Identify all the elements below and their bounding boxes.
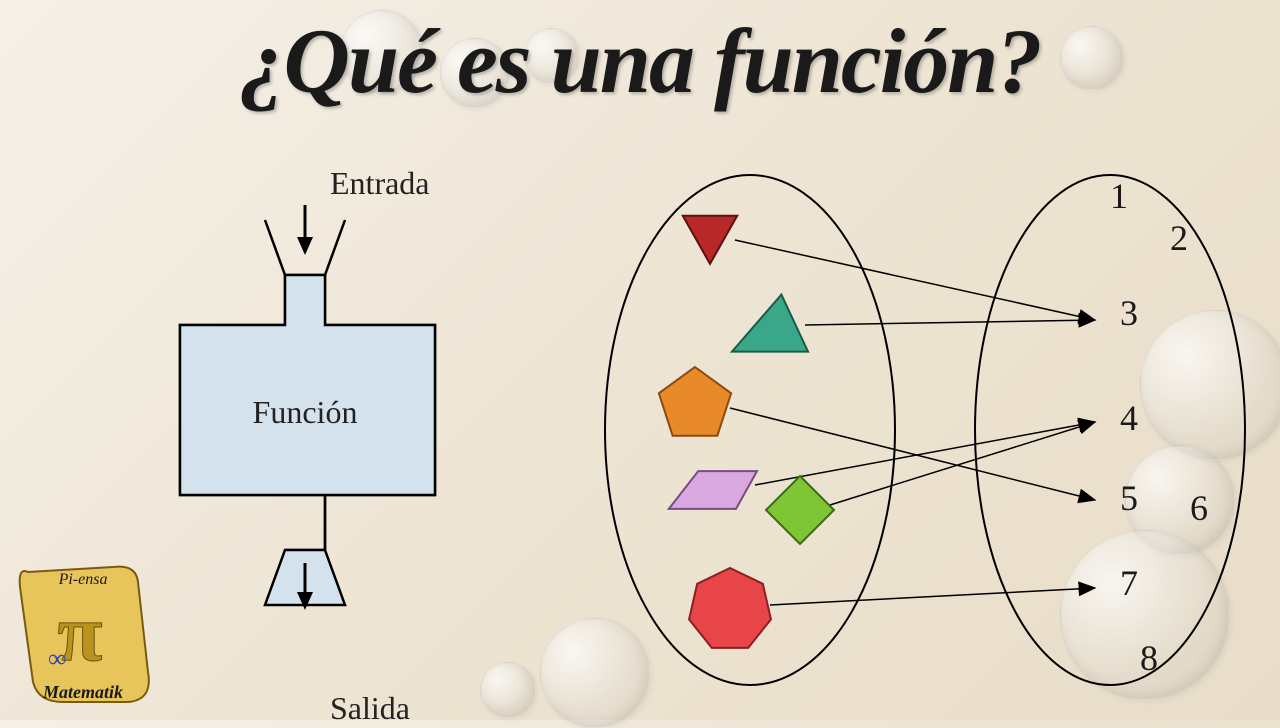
codomain-number: 3 [1120,293,1138,333]
mapping-svg: 12345678 [600,160,1260,700]
codomain-number: 5 [1120,478,1138,518]
svg-text:∞: ∞ [48,644,67,673]
codomain-number: 4 [1120,398,1138,438]
heptagon-shape [689,568,771,648]
body-label-text: Función [253,394,358,430]
codomain-number: 1 [1110,176,1128,216]
input-label: Entrada [330,165,430,202]
codomain-number: 8 [1140,638,1158,678]
pentagon-shape [659,367,731,436]
codomain-number: 7 [1120,563,1138,603]
diamond-shape [766,476,834,544]
logo-top-text: Pi-ensa [58,571,108,588]
mapping-diagram: 12345678 [600,160,1260,700]
triangle-right-shape [732,295,808,352]
codomain-number: 2 [1170,218,1188,258]
logo-bottom-text: Matematik [42,682,123,702]
page-title: ¿Qué es una función? [0,8,1280,114]
machine-svg: Función [170,165,540,685]
function-machine-diagram: Entrada Función Salida [170,165,540,685]
channel-logo: Pi-ensa π ∞ Matematik [8,552,158,712]
output-label: Salida [330,690,410,727]
codomain-number: 6 [1190,488,1208,528]
triangle-down-shape [683,216,737,264]
trapezoid-shape [669,471,757,509]
